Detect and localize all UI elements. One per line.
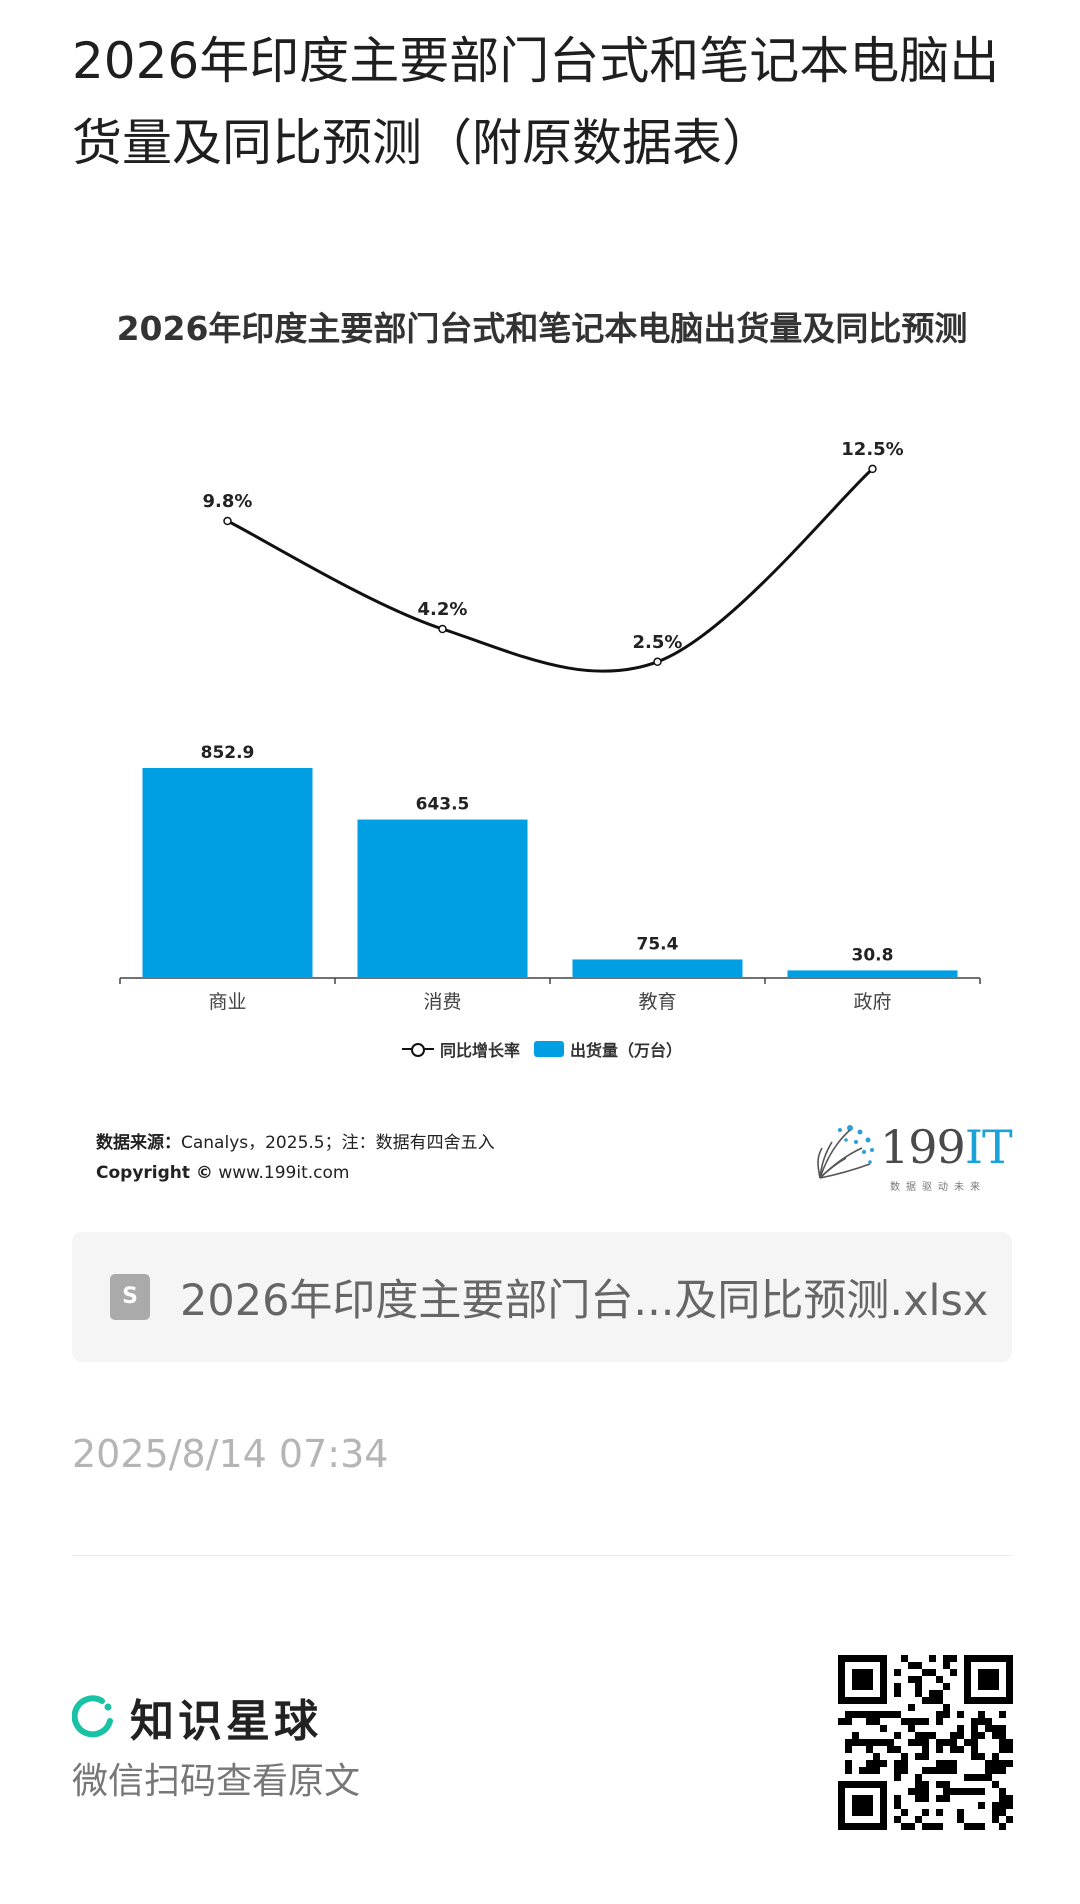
page-title: 2026年印度主要部门台式和笔记本电脑出货量及同比预测（附原数据表） bbox=[72, 32, 1000, 172]
post-timestamp: 2025/8/14 07:34 bbox=[72, 1432, 389, 1476]
copyright-text: www.199it.com bbox=[218, 1163, 350, 1183]
brand-logo: 199IT 数据驱动未来 bbox=[810, 1118, 1013, 1198]
bar-data-label: 852.9 bbox=[201, 743, 255, 763]
x-tick-label: 商业 bbox=[208, 991, 246, 1013]
qr-code-icon[interactable] bbox=[838, 1655, 1013, 1830]
copyright-label: Copyright © bbox=[96, 1163, 213, 1183]
bar bbox=[357, 819, 528, 978]
line-point bbox=[223, 516, 232, 526]
file-name: 2026年印度主要部门台...及同比预测.xlsx bbox=[180, 1276, 989, 1326]
chart-title: 2026年印度主要部门台式和笔记本电脑出货量及同比预测 bbox=[116, 309, 968, 348]
line-point bbox=[438, 624, 447, 634]
source-label: 数据来源： bbox=[96, 1133, 181, 1153]
chart-card: 2026年印度主要部门台式和笔记本电脑出货量及同比预测 852.9 商业 643.5… bbox=[72, 250, 1013, 1210]
app-name: 知识星球 bbox=[130, 1696, 322, 1747]
x-tick-label: 政府 bbox=[853, 991, 891, 1013]
line-data-label: 9.8% bbox=[203, 491, 253, 512]
line-data-label: 4.2% bbox=[418, 599, 468, 620]
legend-bar-swatch bbox=[534, 1041, 564, 1057]
legend-item-growth: 同比增长率 bbox=[401, 1037, 520, 1061]
divider bbox=[72, 1555, 1012, 1556]
x-tick-label: 教育 bbox=[638, 991, 676, 1013]
line-data-label: 12.5% bbox=[841, 439, 903, 460]
growth-line bbox=[226, 467, 874, 673]
bar bbox=[142, 768, 313, 978]
line-point bbox=[868, 464, 877, 474]
planet-logo-icon bbox=[72, 1695, 113, 1738]
brand-slogan: 数据驱动未来 bbox=[890, 1182, 986, 1193]
dandelion-icon bbox=[817, 1125, 874, 1179]
chart-svg: 852.9 商业 643.5 消费 75.4 教育 30.8 政府 9.8% 4.2% 2.5% 12… bbox=[119, 439, 981, 1013]
bar-data-label: 75.4 bbox=[637, 934, 679, 954]
x-tick-label: 消费 bbox=[423, 991, 461, 1013]
brand-name: 199IT bbox=[880, 1120, 1013, 1174]
legend-line-swatch bbox=[401, 1042, 434, 1057]
spreadsheet-file-icon: S bbox=[110, 1274, 150, 1320]
bar-data-label: 643.5 bbox=[416, 795, 470, 815]
legend-line-label: 同比增长率 bbox=[439, 1041, 520, 1060]
source-text: Canalys，2025.5；注：数据有四舍五入 bbox=[181, 1133, 495, 1153]
bar bbox=[572, 959, 743, 978]
chart-legend: 同比增长率 出货量（万台） bbox=[72, 1037, 1012, 1061]
bar-data-label: 30.8 bbox=[852, 945, 894, 965]
legend-bar-label: 出货量（万台） bbox=[570, 1041, 683, 1060]
bar bbox=[787, 970, 958, 978]
chart-source: 数据来源：Canalys，2025.5；注：数据有四舍五入 Copyright … bbox=[96, 1128, 495, 1188]
legend-item-shipments: 出货量（万台） bbox=[534, 1037, 682, 1061]
line-point bbox=[653, 657, 662, 667]
line-data-label: 2.5% bbox=[633, 632, 683, 653]
attachment-file-card[interactable]: S 2026年印度主要部门台...及同比预测.xlsx bbox=[72, 1232, 1012, 1362]
scan-hint: 微信扫码查看原文 bbox=[72, 1761, 361, 1802]
app-logo: 知识星球 bbox=[72, 1685, 322, 1749]
